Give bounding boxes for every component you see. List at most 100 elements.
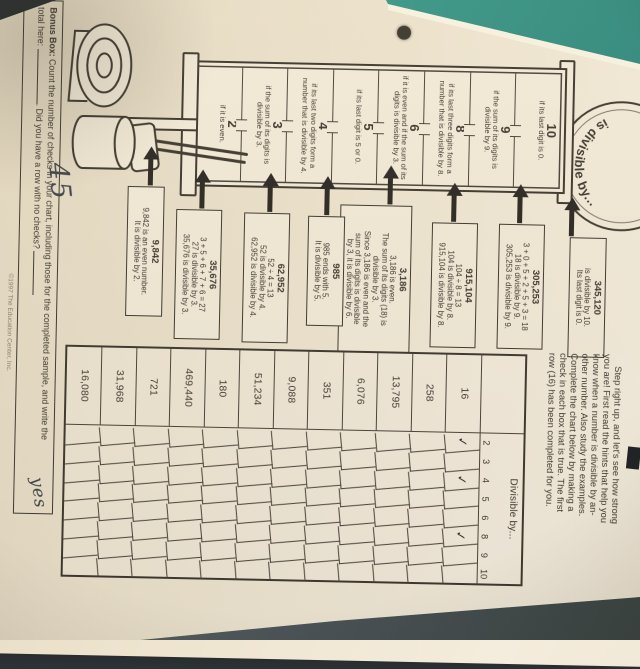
arrow-shaft bbox=[324, 187, 331, 216]
instructions-paragraph: Step right up, and let's see how strong y… bbox=[542, 353, 623, 567]
example-box-3,186: 3,186 3,186 is even. The sum of its digits… bbox=[337, 204, 413, 354]
check-cell-6,076-3 bbox=[340, 448, 377, 470]
check-cell-351-8 bbox=[304, 522, 341, 545]
target-pad-outer bbox=[76, 23, 133, 108]
arrow-shaft bbox=[569, 208, 575, 237]
example-box-62,952: 62,952 52 ÷ 4 = 13 52 is divisible by 4. 62… bbox=[241, 212, 291, 344]
arrow-left-icon bbox=[382, 165, 400, 205]
striker-base-drawing bbox=[67, 23, 248, 173]
check-cell-721-3 bbox=[133, 443, 170, 466]
tower-section-10: 10 if its last digit is 0. bbox=[514, 72, 561, 189]
arrow-head bbox=[262, 172, 280, 187]
row-number: 351 bbox=[307, 351, 344, 431]
check-cell-258-10 bbox=[407, 562, 443, 584]
arrow-head bbox=[143, 146, 160, 160]
check-cell-351-10 bbox=[303, 559, 340, 582]
section-rule: if its last digit is 5 or 0. bbox=[353, 89, 365, 165]
column-label-3: 3 bbox=[481, 459, 492, 465]
arrow-head bbox=[446, 182, 463, 196]
chart-header: Divisible by... 2 3 4 5 6 8 9 10 bbox=[476, 433, 524, 585]
check-cell-351-3 bbox=[305, 447, 342, 470]
check-cell-9,088-10 bbox=[269, 559, 305, 581]
check-cell-180-3 bbox=[202, 445, 239, 467]
section-number: 10 bbox=[543, 123, 560, 139]
chart-column-labels: 2 3 4 5 6 8 9 10 bbox=[479, 433, 492, 583]
drum-top bbox=[113, 115, 136, 170]
example-box-9,842: 9,842 9,842 is an even number. It is divis… bbox=[124, 185, 165, 317]
answer-blank-yesno bbox=[32, 251, 43, 296]
arrow-left-icon bbox=[512, 184, 529, 224]
check-cell-31,968-10 bbox=[96, 555, 133, 578]
arrow-shaft bbox=[199, 180, 206, 209]
arrow-shaft bbox=[387, 176, 394, 205]
arrow-head bbox=[194, 169, 212, 183]
handwritten-total: 45 bbox=[41, 161, 77, 203]
bell-label-curve: is divisible by... bbox=[571, 115, 611, 209]
row-number: 258 bbox=[410, 353, 447, 433]
copyright-line: ©1997 The Education Center, Inc. bbox=[4, 273, 14, 372]
mallet-handle-edge bbox=[150, 146, 246, 164]
arrow-head bbox=[382, 165, 400, 179]
section-rule: if its last three digits form a number t… bbox=[436, 80, 456, 177]
row-number: 721 bbox=[134, 348, 171, 427]
arrow-shaft bbox=[517, 195, 524, 224]
check-cell-16-3 bbox=[443, 450, 480, 472]
row-number: 31,968 bbox=[100, 347, 137, 427]
check-cell-258-8 bbox=[407, 524, 444, 547]
check-cell-469,440-10 bbox=[165, 557, 202, 579]
bonus-line2-lead: total here: bbox=[35, 6, 47, 47]
column-label-8: 8 bbox=[479, 533, 490, 540]
row-number: 469,440 bbox=[169, 348, 206, 428]
check-cell-51,234-3 bbox=[236, 446, 273, 468]
check-cell-180-10 bbox=[200, 557, 236, 580]
row-number: 16 bbox=[445, 354, 482, 434]
target-pad-inner bbox=[95, 52, 113, 79]
column-label-9: 9 bbox=[479, 552, 490, 558]
pole-tick-icon bbox=[418, 123, 430, 136]
tower-section-4: 4 if its last two digits form a number th… bbox=[286, 67, 339, 185]
check-cell-13,795-8 bbox=[373, 523, 410, 546]
arrow-left-icon bbox=[446, 182, 463, 222]
drum-body bbox=[71, 114, 127, 170]
section-rule: if its last digit is 0. bbox=[536, 100, 547, 161]
arrow-left-icon bbox=[143, 146, 160, 186]
arrow-shaft bbox=[451, 193, 458, 222]
tower-section-5: 5 if its last digit is 5 or 0. bbox=[331, 68, 385, 186]
tower-section-8: 8 if its last three digits form a number … bbox=[422, 70, 476, 188]
check-cell-31,968-8 bbox=[97, 518, 134, 540]
arrow-left-icon bbox=[564, 197, 581, 237]
chart-header-title: Divisible by... bbox=[506, 478, 519, 540]
row-number: 6,076 bbox=[341, 352, 378, 432]
column-label-6: 6 bbox=[479, 515, 490, 521]
binder-hole-icon bbox=[396, 25, 412, 40]
column-label-5: 5 bbox=[480, 496, 491, 502]
example-box-345,120: 345,120 is divisible by 10. Its last digit… bbox=[567, 237, 607, 358]
arrow-head bbox=[319, 175, 337, 190]
arrow-shaft bbox=[267, 183, 274, 212]
column-label-10: 10 bbox=[478, 568, 489, 580]
check-cell-721-8 bbox=[131, 518, 168, 541]
example-box-305,253: 305,253 3 + 0 + 5 + 2 + 5 + 3 = 18 18 is d… bbox=[496, 223, 546, 350]
check-cell-31,968-3 bbox=[98, 443, 135, 465]
photo-scene: is divisible by... 10 if its last digit i… bbox=[0, 0, 640, 640]
example-box-35,676: 35,676 3 + 5 + 6 + 7 + 6 = 27 27 is divisi… bbox=[173, 208, 223, 340]
example-box-915,104: 915,104 104 ÷ 8 = 13 104 is divisible by 8… bbox=[429, 222, 479, 349]
arrow-head bbox=[512, 184, 529, 198]
check-cell-6,076-10 bbox=[338, 560, 374, 583]
section-rule: if the sum of its digits is divisible by… bbox=[254, 85, 274, 165]
check-cell-16-10 bbox=[441, 562, 478, 585]
pole-tick-icon bbox=[372, 122, 385, 135]
check-cell-9,088-8 bbox=[269, 521, 306, 544]
check-cell-721-10 bbox=[131, 556, 168, 578]
pole-tick-icon bbox=[281, 120, 293, 133]
check-cell-51,234-10 bbox=[234, 558, 271, 581]
check-cell-180-8 bbox=[200, 520, 237, 542]
arrow-head bbox=[564, 197, 581, 211]
row-number: 180 bbox=[203, 349, 240, 429]
check-cell-469,440-8 bbox=[166, 519, 203, 542]
section-rule: if the sum of its digits is divisible by… bbox=[482, 90, 502, 169]
check-cell-13,795-10 bbox=[372, 561, 409, 583]
bell-label: is divisible by... bbox=[571, 115, 611, 209]
check-cell-13,795-3 bbox=[374, 448, 411, 471]
